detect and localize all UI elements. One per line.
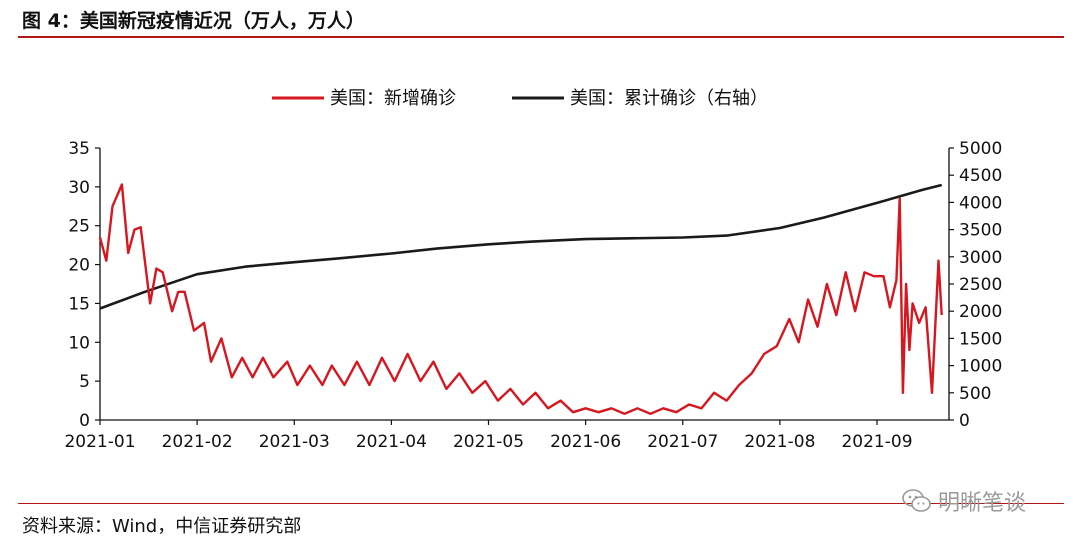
- x-tick-label: 2021-03: [259, 432, 330, 452]
- y-left-tick-label: 25: [68, 217, 90, 237]
- x-tick-label: 2021-02: [162, 432, 233, 452]
- y-left-tick-label: 0: [79, 411, 90, 431]
- x-tick-label: 2021-06: [550, 432, 621, 452]
- x-tick-label: 2021-05: [453, 432, 524, 452]
- series-line-daily: [98, 183, 943, 415]
- y-left-tick-label: 5: [79, 372, 90, 392]
- y-left-tick-label: 10: [68, 333, 90, 353]
- y-right-tick-label: 5000: [959, 139, 1002, 159]
- chart-canvas: 美国：新增确诊 美国：累计确诊（右轴） 2021-01 2021-02 2021-03…: [64, 88, 1002, 452]
- x-tick-label: 2021-01: [64, 432, 135, 452]
- y-left-tick-label: 35: [68, 139, 90, 159]
- y-right-tick-label: 0: [959, 411, 970, 431]
- watermark: 明晰笔谈: [902, 484, 1026, 518]
- y-right-tick-label: 3500: [959, 221, 1002, 241]
- y-right-tick-label: 1000: [959, 357, 1002, 377]
- y-right-tick-label: 2500: [959, 275, 1002, 295]
- x-tick-label: 2021-07: [647, 432, 718, 452]
- y-left-tick-label: 20: [68, 256, 90, 276]
- y-right-tick-label: 1500: [959, 329, 1002, 349]
- series-layer: [98, 183, 943, 415]
- source-note: 资料来源：Wind，中信证券研究部: [22, 516, 302, 537]
- footer-divider: [18, 503, 1064, 504]
- x-tick-label: 2021-08: [744, 432, 815, 452]
- y-right-tick-label: 4000: [959, 193, 1002, 213]
- y-left-tick-label: 30: [68, 178, 90, 198]
- wechat-icon: [902, 489, 931, 512]
- title-divider: [18, 36, 1064, 38]
- series-line-cumulative: [99, 183, 943, 310]
- legend: 美国：新增确诊 美国：累计确诊（右轴）: [272, 88, 768, 109]
- x-tick-label: 2021-09: [841, 432, 912, 452]
- y-right-tick-label: 2000: [959, 302, 1002, 322]
- x-tick-label: 2021-04: [356, 432, 427, 452]
- y-left-tick-label: 15: [68, 294, 90, 314]
- axes: 2021-01 2021-02 2021-03 2021-04 2021-05 2021-…: [64, 139, 1002, 452]
- watermark-text: 明晰笔谈: [938, 491, 1027, 516]
- y-right-tick-label: 500: [959, 384, 991, 404]
- y-right-tick-label: 3000: [959, 248, 1002, 268]
- legend-label: 美国：累计确诊（右轴）: [570, 88, 768, 109]
- y-right-tick-label: 4500: [959, 166, 1002, 186]
- legend-label: 美国：新增确诊: [330, 88, 456, 109]
- page-title: 图 4：美国新冠疫情近况（万人，万人）: [22, 10, 365, 32]
